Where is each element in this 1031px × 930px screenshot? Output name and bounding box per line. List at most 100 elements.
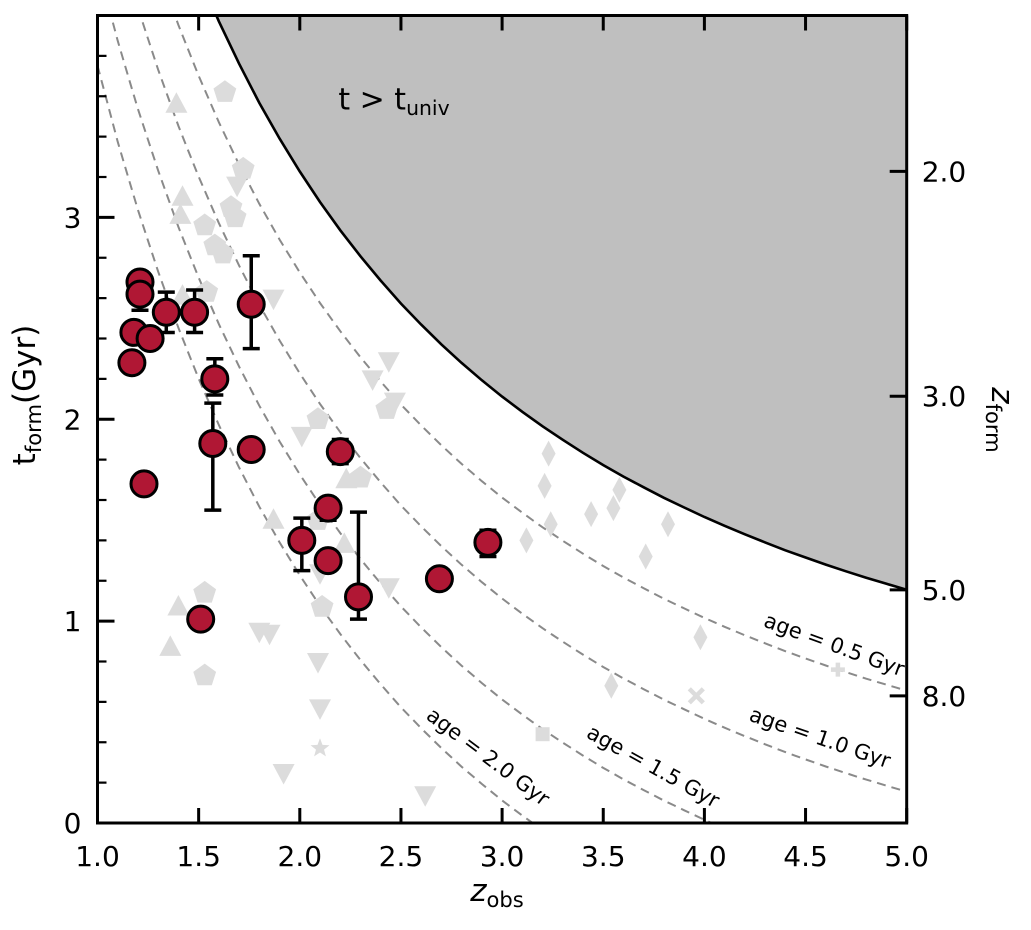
exclusion-label-sub: univ bbox=[406, 96, 450, 121]
data-point bbox=[151, 297, 181, 327]
data-point bbox=[129, 469, 159, 499]
zform-tick-label: 5.0 bbox=[922, 574, 967, 607]
age-curve-2-gyr bbox=[97, 65, 535, 823]
bg-marker-triangle-down bbox=[258, 624, 281, 646]
bg-marker-thin-diamond bbox=[661, 511, 675, 538]
bg-marker-x bbox=[687, 687, 705, 705]
x-tick-label: 1.0 bbox=[75, 840, 120, 873]
y-axis-label: tform(Gyr) bbox=[7, 324, 46, 466]
bg-marker-thin-diamond bbox=[584, 501, 599, 528]
bg-marker-triangle-down bbox=[290, 426, 313, 448]
bg-marker-triangle-up bbox=[169, 203, 192, 224]
data-point bbox=[313, 546, 343, 576]
x-tick-label: 4.5 bbox=[783, 840, 828, 873]
data-point bbox=[186, 604, 216, 634]
bg-marker-triangle-down bbox=[414, 786, 437, 807]
bg-marker-triangle-up bbox=[159, 635, 182, 656]
age-limit-boundary-curve bbox=[214, 15, 907, 592]
bg-marker-triangle-down bbox=[226, 176, 249, 198]
x-tick-label: 2.0 bbox=[278, 840, 323, 873]
bg-marker-pentagon bbox=[193, 663, 217, 686]
bg-marker-triangle-down bbox=[361, 370, 384, 391]
bg-marker-pentagon bbox=[306, 407, 330, 429]
bg-marker-triangle-down bbox=[307, 653, 329, 674]
bg-marker-thin-diamond bbox=[693, 624, 708, 651]
bg-marker-pentagon bbox=[349, 465, 372, 488]
bg-marker-triangle-up bbox=[335, 467, 358, 489]
exclusion-region bbox=[216, 15, 907, 590]
bg-marker-triangle-down bbox=[377, 352, 400, 373]
data-point bbox=[135, 324, 165, 353]
bg-marker-square bbox=[535, 727, 550, 742]
bg-marker-thin-diamond bbox=[612, 476, 627, 503]
bg-marker-triangle-down bbox=[262, 289, 285, 311]
x-tick-label: 3.0 bbox=[480, 840, 525, 873]
bg-marker-triangle-down bbox=[309, 699, 331, 720]
bg-marker-triangle-up bbox=[262, 508, 285, 529]
x-tick-label: 3.5 bbox=[581, 840, 626, 873]
right-axis-label-sub: form bbox=[981, 403, 1007, 453]
bg-marker-pentagon bbox=[231, 156, 255, 179]
bg-marker-triangle-down bbox=[272, 764, 295, 785]
y-tick-label: 0 bbox=[64, 807, 82, 840]
data-point bbox=[198, 429, 228, 458]
bg-marker-pentagon bbox=[193, 213, 217, 236]
y-tick-label: 2 bbox=[64, 403, 82, 436]
data-point bbox=[287, 525, 317, 555]
zform-tick-label: 2.0 bbox=[922, 155, 967, 188]
bg-marker-pentagon bbox=[211, 241, 235, 264]
bg-marker-pentagon bbox=[195, 280, 219, 302]
bg-marker-triangle-up bbox=[167, 595, 190, 616]
y-axis-label-unit: (Gyr) bbox=[7, 324, 44, 404]
x-tick-label: 1.5 bbox=[176, 840, 221, 873]
y-tick-label: 1 bbox=[64, 605, 82, 638]
bg-marker-thin-diamond bbox=[606, 495, 621, 522]
bg-marker-thin-diamond bbox=[604, 672, 619, 699]
bg-marker-thin-diamond bbox=[537, 472, 552, 499]
bg-marker-pentagon bbox=[310, 595, 334, 617]
bg-marker-triangle-up bbox=[171, 185, 194, 206]
data-point bbox=[344, 582, 373, 612]
age-curve-label: age = 1.0 Gyr bbox=[746, 702, 894, 773]
exclusion-label-main: t > t bbox=[338, 82, 407, 118]
data-point bbox=[473, 527, 503, 557]
bg-marker-thin-diamond bbox=[541, 440, 556, 467]
x-tick-label: 2.5 bbox=[379, 840, 424, 873]
bg-marker-thin-diamond bbox=[519, 527, 534, 554]
age-curve-0.5-gyr bbox=[173, 15, 907, 692]
data-point bbox=[200, 364, 230, 394]
y-tick-label: 3 bbox=[64, 201, 82, 234]
x-tick-label: 4.0 bbox=[682, 840, 727, 873]
y-axis-label-main: t bbox=[7, 453, 44, 466]
age-curve-label: age = 1.5 Gyr bbox=[583, 720, 724, 813]
x-axis-label-sub: obs bbox=[486, 886, 524, 912]
right-axis-label: zform bbox=[981, 387, 1020, 453]
bg-marker-triangle-up bbox=[165, 92, 188, 113]
bg-marker-plus bbox=[830, 662, 845, 677]
data-point bbox=[313, 493, 343, 523]
data-point bbox=[236, 435, 266, 464]
age-curve-label: age = 2.0 Gyr bbox=[422, 703, 555, 811]
data-point bbox=[125, 279, 155, 309]
x-axis-label-main: z bbox=[470, 873, 487, 910]
bg-marker-thin-diamond bbox=[543, 511, 558, 538]
data-point bbox=[180, 297, 210, 327]
right-axis-label-main: z bbox=[983, 387, 1020, 404]
zform-tick-label: 8.0 bbox=[922, 680, 967, 713]
bg-marker-triangle-down bbox=[383, 392, 406, 414]
data-point bbox=[325, 437, 355, 467]
data-point bbox=[117, 348, 147, 378]
x-tick-label: 5.0 bbox=[884, 840, 929, 873]
data-point bbox=[236, 289, 266, 319]
bg-marker-pentagon bbox=[223, 205, 247, 228]
bg-marker-triangle-down bbox=[377, 578, 400, 599]
zform-tick-label: 3.0 bbox=[922, 380, 967, 413]
bg-marker-triangle-up bbox=[333, 532, 356, 553]
bg-marker-pentagon bbox=[213, 80, 237, 102]
x-axis-label: zobs bbox=[470, 876, 524, 910]
bg-marker-pentagon bbox=[375, 397, 399, 419]
y-axis-label-sub: form bbox=[20, 404, 46, 454]
bg-marker-thin-diamond bbox=[638, 543, 653, 570]
